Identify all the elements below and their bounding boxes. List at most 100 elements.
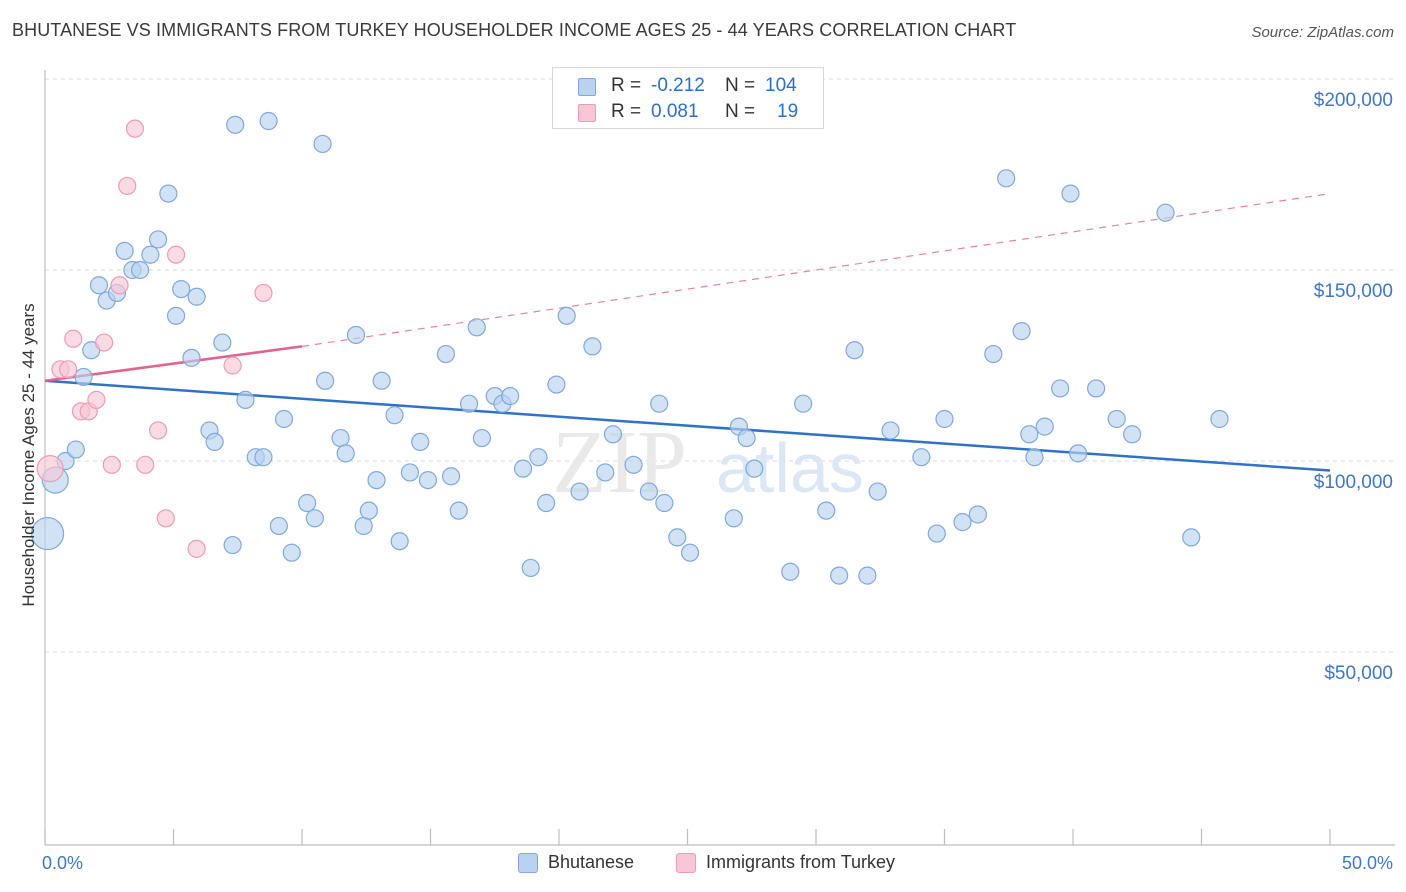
bhutanese-point-58	[529, 448, 548, 467]
bhutanese-point-98	[1087, 379, 1106, 398]
bhutanese-point-61	[557, 306, 576, 325]
bhutanese-point-24	[236, 390, 255, 409]
bhutanese-point-56	[513, 459, 533, 478]
bhutanese-point-68	[650, 394, 669, 413]
bhutanese-point-52	[472, 428, 491, 448]
turkey-point-18	[254, 283, 273, 303]
series-legend: Bhutanese Immigrants from Turkey	[0, 850, 1406, 880]
bhutanese-point-47	[436, 344, 456, 364]
bhutanese-point-57	[521, 558, 540, 578]
bhutanese-point-15	[166, 306, 186, 325]
bhutanese-point-81	[858, 566, 877, 585]
r-label: R =	[611, 101, 642, 122]
bhutanese-point-79	[830, 566, 849, 585]
y-tick-label-0: $50,000	[1324, 663, 1393, 684]
bhutanese-point-67	[639, 482, 659, 501]
legend-label-bhutanese: Bhutanese	[548, 852, 635, 872]
turkey-point-12	[136, 455, 155, 474]
bhutanese-point-78	[817, 501, 836, 520]
stat-row-bhutanese: R = -0.212 N = 104	[553, 75, 825, 101]
turkey-point-6	[87, 390, 106, 409]
bhutanese-point-77	[794, 394, 813, 413]
x-tick-label-max: 50.0%	[1342, 853, 1393, 873]
correlation-legend: R = -0.212 N = 104 R = 0.081 N = 19	[552, 67, 824, 129]
turkey-point-7	[95, 333, 114, 352]
bhutanese-point-100	[1123, 425, 1142, 444]
bhutanese-point-45	[411, 432, 430, 451]
bhutanese-point-4	[74, 367, 93, 387]
r-value: -0.212	[651, 75, 705, 96]
bhutanese-point-86	[935, 409, 954, 429]
bhutanese-point-36	[336, 444, 355, 463]
bhutanese-point-46	[418, 471, 438, 490]
grid-lines	[45, 78, 1395, 653]
bhutanese-point-85	[927, 524, 946, 543]
bhutanese-point-16	[172, 280, 191, 299]
legend-item-turkey[interactable]: Immigrants from Turkey	[676, 852, 895, 873]
n-label: N =	[725, 101, 756, 122]
bhutanese-point-70	[668, 528, 687, 547]
bhutanese-point-20	[205, 432, 224, 451]
bhutanese-point-6	[89, 276, 109, 295]
turkey-point-15	[166, 245, 186, 264]
bhutanese-point-102	[1182, 528, 1201, 547]
bhutanese-point-62	[570, 482, 589, 501]
bhutanese-point-34	[316, 371, 335, 390]
turkey-point-13	[148, 421, 168, 440]
bhutanese-point-0	[30, 516, 65, 551]
bhutanese-point-51	[467, 318, 486, 337]
bhutanese-point-17	[182, 348, 201, 367]
turkey-point-8	[102, 455, 121, 474]
bhutanese-point-49	[449, 501, 468, 520]
bhutanese-point-30	[282, 543, 301, 562]
bhutanese-point-14	[159, 184, 178, 203]
data-points	[30, 111, 1229, 585]
bhutanese-point-37	[346, 325, 366, 345]
stat-row-turkey: R = 0.081 N = 19	[553, 101, 825, 127]
bhutanese-point-82	[868, 482, 887, 501]
bhutanese-point-38	[354, 516, 373, 536]
r-value: 0.081	[651, 101, 699, 122]
turkey-point-3	[64, 329, 83, 348]
bhutanese-point-88	[968, 505, 988, 524]
bhutanese-point-23	[226, 115, 245, 134]
bhutanese-point-103	[1210, 409, 1229, 429]
bhutanese-point-41	[372, 371, 391, 390]
bhutanese-trend-line	[44, 379, 1331, 472]
bhutanese-point-60	[547, 375, 566, 394]
x-tick-labels: 0.0% 50.0%	[42, 853, 1393, 873]
bhutanese-point-13	[148, 230, 168, 249]
bhutanese-point-31	[298, 493, 317, 513]
bhutanese-point-71	[680, 543, 700, 562]
bhutanese-point-94	[1035, 417, 1054, 436]
bhutanese-point-22	[223, 535, 242, 555]
bhutanese-point-96	[1061, 184, 1080, 203]
turkey-legend-swatch	[676, 852, 696, 873]
bhutanese-swatch	[578, 78, 596, 96]
bhutanese-point-35	[331, 428, 350, 448]
bhutanese-point-29	[274, 409, 294, 429]
bhutanese-point-18	[187, 287, 206, 306]
bhutanese-point-72	[724, 509, 743, 528]
bhutanese-point-92	[1020, 425, 1039, 444]
bhutanese-point-65	[603, 425, 623, 444]
bhutanese-point-97	[1069, 444, 1088, 463]
bhutanese-point-42	[385, 406, 404, 425]
bhutanese-point-40	[367, 471, 386, 490]
y-tick-labels: $50,000 $100,000 $150,000 $200,000	[1314, 90, 1393, 684]
bhutanese-point-83	[881, 421, 900, 440]
source-credit: Source: ZipAtlas.com	[1251, 24, 1394, 41]
chart-title: BHUTANESE VS IMMIGRANTS FROM TURKEY HOUS…	[12, 20, 1017, 40]
n-label: N =	[725, 75, 756, 96]
bhutanese-point-69	[655, 493, 674, 513]
bhutanese-point-11	[130, 260, 150, 280]
legend-item-bhutanese[interactable]: Bhutanese	[518, 852, 634, 873]
turkey-point-2	[59, 360, 78, 379]
y-tick-label-2: $150,000	[1314, 281, 1393, 302]
n-value: 19	[777, 101, 799, 122]
bhutanese-point-21	[213, 333, 232, 352]
bhutanese-legend-swatch	[518, 852, 538, 873]
bhutanese-point-87	[953, 513, 972, 532]
bhutanese-point-27	[259, 111, 278, 131]
